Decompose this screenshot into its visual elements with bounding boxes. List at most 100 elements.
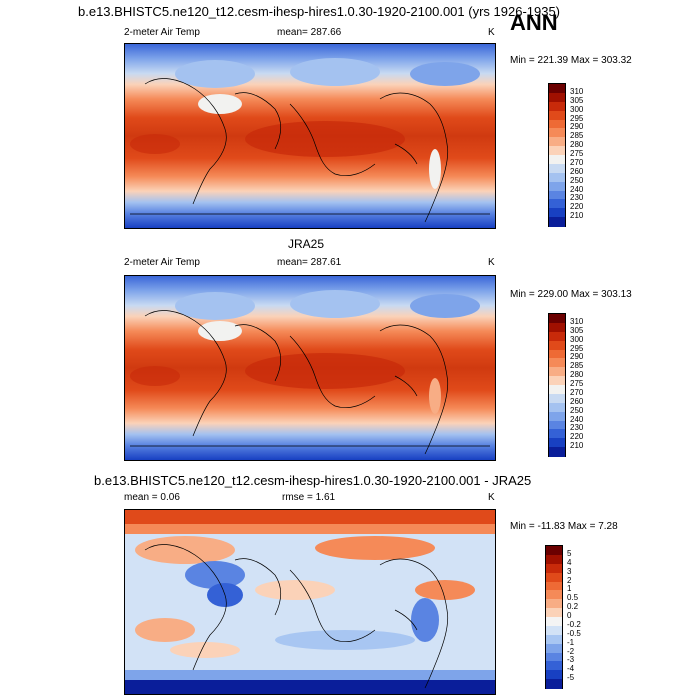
colorbar-segment [549,385,565,395]
colorbar-tick-label: 295 [570,113,584,123]
colorbar-segment [549,217,565,227]
colorbar-segment [549,84,565,94]
panel2-colorbar [548,313,566,457]
colorbar-tick-label: 250 [570,405,584,415]
colorbar-tick-label: 5 [567,548,572,558]
colorbar-tick-label: 275 [570,149,584,158]
colorbar-segment [546,652,562,662]
panel2-colorbar-labels: 310 305 300 295 290 285 280 275 270 260 250 240 230 2… [570,313,610,457]
colorbar-segment [546,634,562,645]
panel1-mean: mean= 287.66 [277,27,342,38]
colorbar-segment [546,670,562,680]
colorbar-segment [546,554,562,565]
colorbar-segment [546,679,562,689]
colorbar-tick-label: 0 [567,611,572,620]
colorbar-segment [549,208,565,218]
colorbar-tick-label: -5 [567,673,575,683]
colorbar-tick-label: 300 [570,104,584,114]
colorbar-tick-label: 290 [570,122,584,132]
colorbar-tick-label: 0.2 [567,602,579,612]
colorbar-segment [549,146,565,156]
colorbar-tick-label: 3 [567,566,572,576]
panel3-mean: mean = 0.06 [124,492,180,503]
colorbar-segment [546,608,562,618]
colorbar-tick-label: 1 [567,584,572,594]
colorbar-tick-label: 305 [570,95,584,105]
colorbar-tick-label: -4 [567,664,575,674]
colorbar-segment [546,590,562,600]
colorbar-segment [546,625,562,636]
colorbar-tick-label: 230 [570,193,584,203]
panel3-title: b.e13.BHISTC5.ne120_t12.cesm-ihesp-hires… [94,473,532,488]
colorbar-segment [549,155,565,165]
colorbar-tick-label: 295 [570,343,584,353]
colorbar-tick-label: 280 [570,140,584,150]
colorbar-segment [549,92,565,103]
panel3-minmax: Min = -11.83 Max = 7.28 [510,521,618,532]
colorbar-segment [546,599,562,609]
panel1-map [124,43,496,229]
colorbar-tick-label: 210 [570,441,584,451]
panel1-colorbar-labels: 310 305 300 295 290 285 280 275 270 260 250 240 230 2… [570,83,610,227]
panel2-minmax: Min = 229.00 Max = 303.13 [510,289,632,300]
panel2-mean: mean= 287.61 [277,257,342,268]
panel2-variable: 2-meter Air Temp [124,257,200,268]
colorbar-tick-label: 285 [570,131,584,141]
colorbar-segment [549,420,565,430]
panel3-unit: K [488,492,495,503]
colorbar-segment [546,661,562,671]
colorbar-tick-label: 275 [570,379,584,388]
colorbar-segment [546,643,562,653]
colorbar-tick-label: 220 [570,432,584,442]
colorbar-segment [549,340,565,350]
colorbar-tick-label: 2 [567,575,572,585]
colorbar-segment [549,411,565,421]
colorbar-tick-label: -0.2 [567,619,581,629]
panel2-unit: K [488,257,495,268]
panel1-coastlines [130,78,490,223]
panel2-map [124,275,496,461]
colorbar-tick-label: 310 [570,316,584,326]
colorbar-tick-label: 285 [570,361,584,371]
colorbar-segment [549,402,565,413]
colorbar-segment [549,119,565,129]
colorbar-tick-label: -2 [567,646,575,656]
colorbar-segment [546,563,562,574]
colorbar-segment [546,572,562,582]
colorbar-segment [549,101,565,112]
panel3-rmse: rmse = 1.61 [282,492,336,503]
colorbar-tick-label: 270 [570,387,584,397]
colorbar-tick-label: 260 [570,166,584,176]
colorbar-segment [549,393,565,404]
colorbar-segment [549,199,565,209]
panel2-features [130,290,480,414]
colorbar-segment [549,331,565,342]
colorbar-segment [549,181,565,191]
colorbar-tick-label: 240 [570,184,584,194]
colorbar-tick-label: 220 [570,202,584,212]
colorbar-segment [546,617,562,627]
colorbar-tick-label: 270 [570,157,584,167]
colorbar-tick-label: 300 [570,334,584,344]
colorbar-segment [549,358,565,368]
colorbar-segment [549,110,565,120]
colorbar-tick-label: 260 [570,396,584,406]
season-label: ANN [510,10,558,35]
colorbar-tick-label: -3 [567,655,575,665]
colorbar-segment [549,447,565,457]
colorbar-segment [549,438,565,448]
panel1-colorbar [548,83,566,227]
colorbar-tick-label: -0.5 [567,628,581,638]
panel1-variable: 2-meter Air Temp [124,27,200,38]
panel3-map [124,509,496,695]
colorbar-segment [549,322,565,333]
panel2-coastlines [130,310,490,455]
colorbar-segment [549,128,565,138]
colorbar-segment [549,349,565,359]
panel3-features [125,510,495,694]
colorbar-segment [546,581,562,591]
panel1-unit: K [488,27,495,38]
colorbar-tick-label: 250 [570,175,584,185]
colorbar-tick-label: 4 [567,557,572,567]
colorbar-segment [549,163,565,174]
